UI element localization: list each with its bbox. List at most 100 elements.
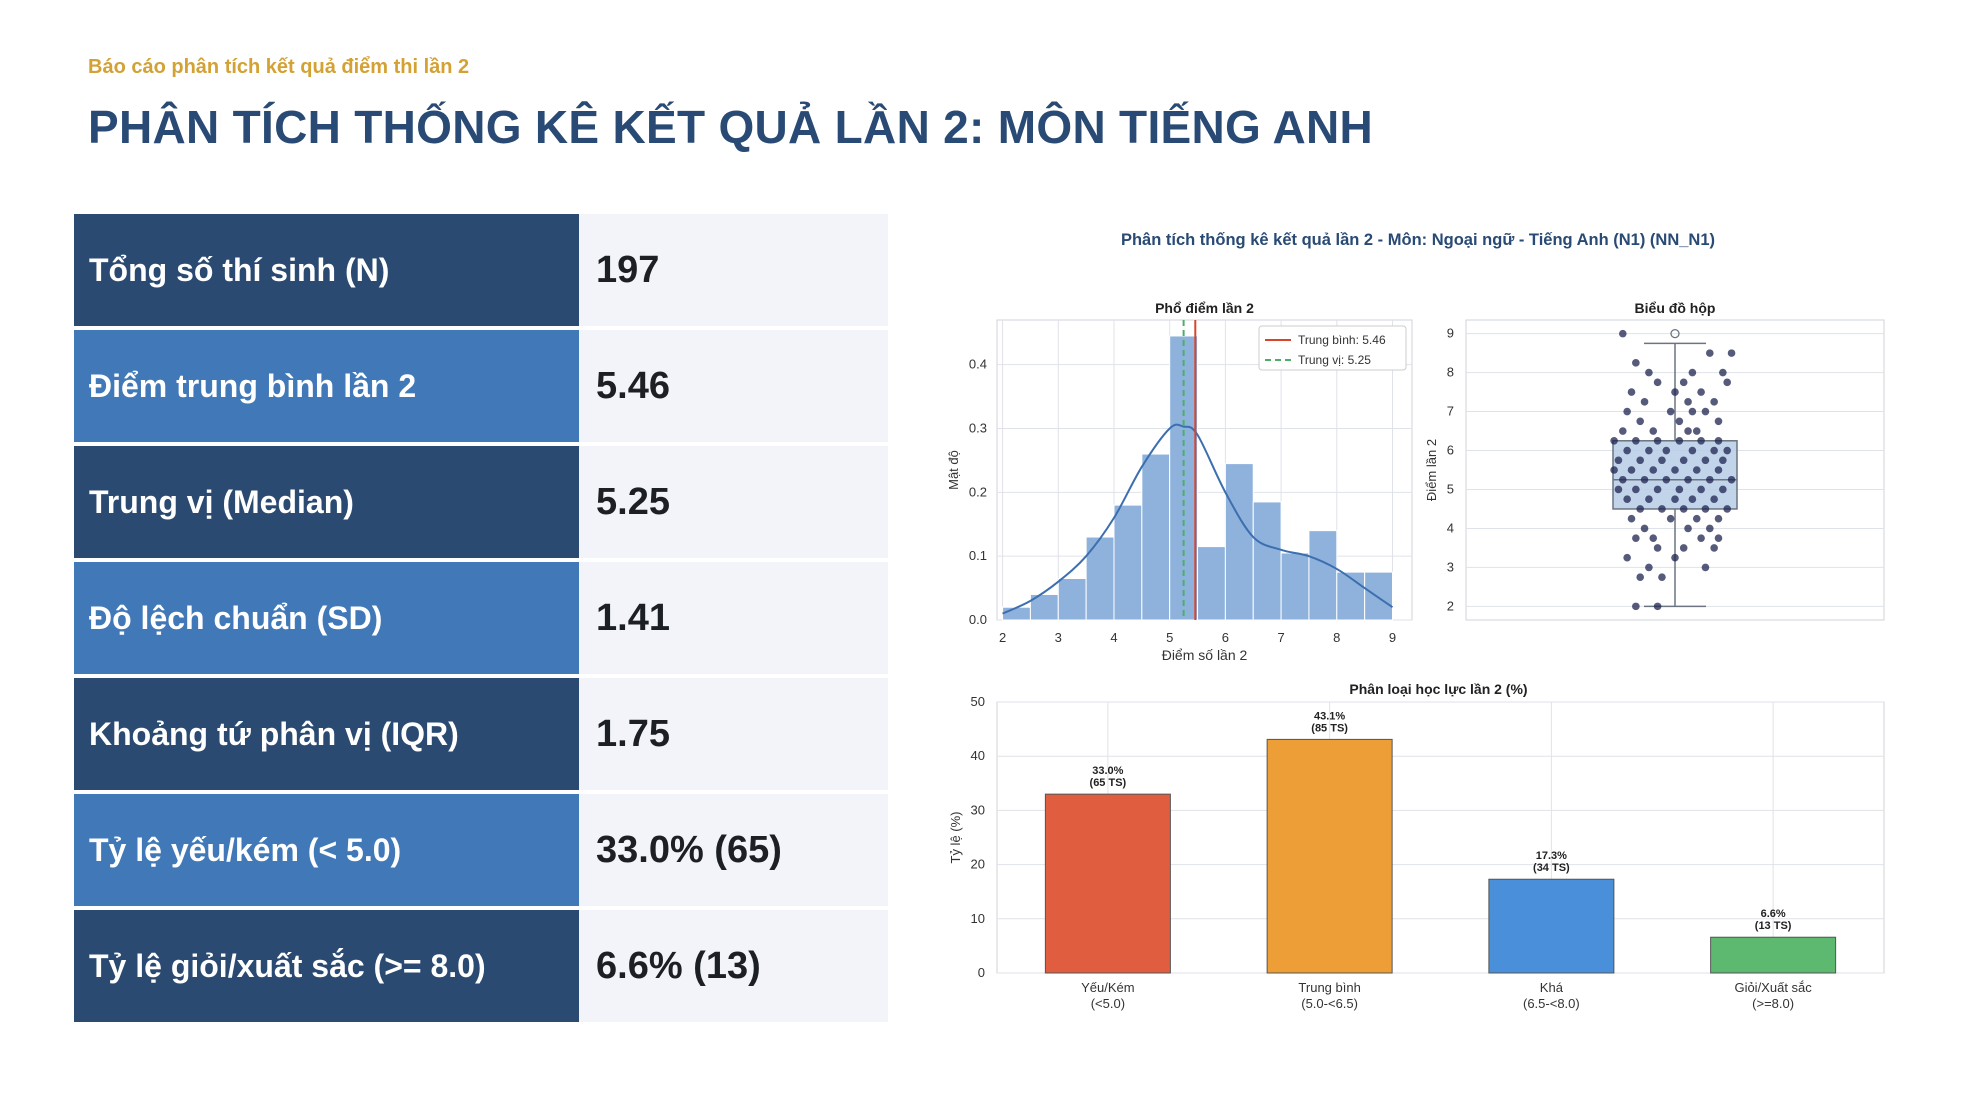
histogram-bar (1002, 606, 1031, 621)
score-point (1697, 436, 1705, 445)
score-point (1623, 553, 1631, 562)
score-point (1649, 534, 1658, 542)
stat-row-sd: Độ lệch chuẩn (SD) 1.41 (74, 562, 888, 674)
stat-label: Tổng số thí sinh (N) (74, 214, 579, 326)
x-tick-sublabel: (>=8.0) (1752, 996, 1794, 1011)
report-subtitle: Báo cáo phân tích kết quả điểm thi lần 2 (88, 56, 470, 78)
score-point (1710, 495, 1718, 504)
x-tick-label: 4 (1110, 630, 1117, 645)
y-tick-label: 6 (1447, 443, 1454, 458)
y-axis-label: Tỷ lệ (%) (948, 812, 963, 864)
y-tick-label: 40 (971, 748, 985, 763)
y-tick-label: 50 (971, 694, 985, 709)
legend-label: Trung vị: 5.25 (1298, 353, 1371, 367)
score-point (1719, 456, 1727, 465)
y-tick-label: 7 (1447, 404, 1454, 419)
score-point (1714, 534, 1723, 542)
bar-count-label: (13 TS) (1755, 920, 1792, 932)
x-axis-label: Điểm số lần 2 (1162, 647, 1248, 663)
histogram-bar (1280, 552, 1310, 621)
x-tick-label: 2 (999, 630, 1006, 645)
score-point (1710, 446, 1718, 455)
score-point (1627, 514, 1636, 523)
y-tick-label: 8 (1447, 365, 1454, 380)
score-point (1666, 407, 1675, 416)
x-tick-label: 9 (1389, 630, 1396, 645)
score-point (1666, 514, 1675, 523)
stat-row-median: Trung vị (Median) 5.25 (74, 446, 888, 558)
score-point (1675, 436, 1684, 445)
y-tick-label: 0.3 (969, 421, 987, 436)
histogram-bar (1197, 546, 1226, 621)
score-point (1710, 398, 1718, 406)
score-point (1636, 573, 1644, 581)
score-point (1627, 466, 1636, 474)
score-point (1692, 514, 1701, 523)
stat-label: Điểm trung bình lần 2 (74, 330, 579, 442)
y-tick-label: 4 (1447, 520, 1454, 535)
stat-value: 1.41 (579, 562, 888, 674)
stat-label: Khoảng tứ phân vị (IQR) (74, 678, 579, 790)
score-point (1706, 475, 1714, 484)
bar-value-label: 33.0% (1092, 765, 1123, 777)
score-point (1610, 466, 1618, 474)
score-point (1632, 602, 1640, 611)
y-tick-label: 20 (971, 857, 985, 872)
score-point (1701, 505, 1710, 513)
stat-row-mean: Điểm trung bình lần 2 5.46 (74, 330, 888, 442)
histogram-bar (1141, 453, 1171, 621)
y-tick-label: 0.4 (969, 357, 987, 372)
score-point (1706, 524, 1714, 533)
score-point (1658, 456, 1666, 465)
score-point (1623, 495, 1631, 504)
class-bar (1710, 936, 1837, 974)
x-tick-label: Giỏi/Xuất sắc (1734, 980, 1812, 995)
y-tick-label: 3 (1447, 559, 1454, 574)
x-tick-label: 3 (1055, 630, 1062, 645)
histogram-bar (1308, 530, 1338, 621)
score-point (1727, 349, 1736, 357)
stats-table: Tổng số thí sinh (N) 197 Điểm trung bình… (74, 214, 888, 1026)
page-title: PHÂN TÍCH THỐNG KÊ KẾT QUẢ LẦN 2: MÔN TI… (88, 101, 1374, 153)
score-point (1671, 388, 1679, 396)
score-point (1662, 446, 1671, 455)
x-tick-label: 7 (1277, 630, 1284, 645)
score-point (1627, 388, 1636, 396)
score-point (1632, 359, 1640, 367)
score-point (1645, 368, 1653, 377)
y-tick-label: 0.0 (969, 612, 987, 627)
bar-value-label: 17.3% (1536, 850, 1567, 862)
stat-label: Độ lệch chuẩn (SD) (74, 562, 579, 674)
x-tick-label: 5 (1166, 630, 1173, 645)
stat-value: 197 (579, 214, 888, 326)
score-point (1645, 446, 1653, 455)
score-point (1671, 495, 1679, 504)
score-point (1649, 427, 1658, 435)
score-point (1649, 466, 1658, 474)
histogram-bar (1057, 578, 1087, 621)
score-point (1636, 456, 1644, 465)
score-point (1710, 544, 1718, 552)
stat-label: Trung vị (Median) (74, 446, 579, 558)
score-point (1719, 485, 1727, 494)
score-point (1701, 456, 1710, 465)
score-point (1653, 378, 1662, 387)
histogram-bar (1252, 501, 1282, 621)
legend-label: Trung bình: 5.46 (1298, 333, 1386, 347)
classification-title: Phân loại học lực lần 2 (%) (1349, 681, 1527, 697)
score-point (1636, 417, 1644, 426)
score-point (1697, 485, 1705, 494)
y-tick-label: 0.1 (969, 548, 987, 563)
score-point (1684, 524, 1692, 533)
box-plot-chart: 2 3 4 5 6 7 8 9 Biểu đồ hộp Điểm lần 2 (1424, 300, 1885, 621)
score-point (1671, 466, 1679, 474)
score-point (1675, 417, 1684, 426)
score-point (1692, 427, 1701, 435)
class-bar (1044, 793, 1171, 974)
y-tick-label: 9 (1447, 326, 1454, 341)
score-point (1632, 436, 1640, 445)
x-tick-label: Trung bình (1298, 980, 1360, 995)
score-point (1636, 505, 1644, 513)
x-tick-label: 6 (1222, 630, 1229, 645)
